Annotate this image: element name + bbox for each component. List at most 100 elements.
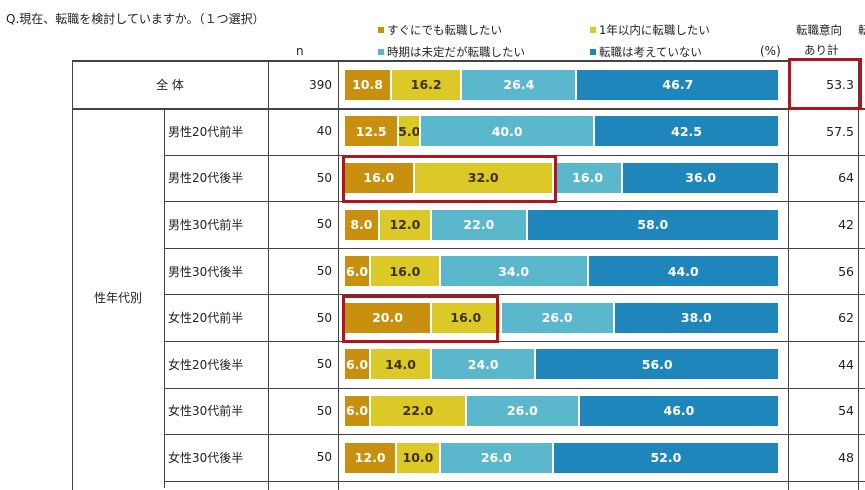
column-divider <box>268 60 269 490</box>
legend-label: 転職は考えていない <box>599 45 702 59</box>
row-label: 女性20代前半 <box>168 311 244 326</box>
n-value: 40 <box>316 124 332 139</box>
total-header-2: あり計 <box>804 43 839 57</box>
legend-item-3: 時期は未定だが転職したい <box>378 44 525 60</box>
extra-header: 転 <box>858 23 865 37</box>
bar-segment-2: 10.0 <box>397 442 441 473</box>
total-value: 62 <box>838 310 854 326</box>
row-label: 全 体 <box>156 78 184 92</box>
total-value: 54 <box>838 403 854 419</box>
row-label: 男性30代前半 <box>168 217 244 232</box>
bar-segment-3: 40.0 <box>421 116 596 147</box>
bar-segment-3: 26.0 <box>501 302 615 333</box>
row-label: 女性20代後半 <box>168 357 244 372</box>
column-divider <box>788 60 789 490</box>
total-value: 56 <box>838 263 854 279</box>
bar-segment-2: 12.0 <box>379 209 432 240</box>
total-value: 44 <box>838 356 854 372</box>
n-value: 50 <box>316 403 332 418</box>
bar-segment-2: 22.0 <box>371 395 467 426</box>
bar-segment-2: 5.0 <box>399 116 422 147</box>
column-divider <box>858 60 859 490</box>
bar-segment-1: 10.8 <box>345 69 392 100</box>
bar-segment-2: 32.0 <box>414 162 554 193</box>
row-divider <box>164 434 865 436</box>
row-label: 女性30代後半 <box>168 450 244 465</box>
bar-segment-3: 24.0 <box>432 349 537 380</box>
row-label: 女性30代前半 <box>168 404 244 419</box>
legend-item-4: 転職は考えていない <box>590 44 702 60</box>
n-value: 50 <box>316 170 332 185</box>
legend-swatch <box>378 49 384 55</box>
table-top-border <box>72 60 788 62</box>
bar-segment-4: 56.0 <box>536 349 780 380</box>
n-value: 50 <box>316 357 332 372</box>
n-value: 50 <box>316 450 332 465</box>
column-divider <box>164 108 165 488</box>
legend-swatch <box>590 49 596 55</box>
bar-segment-3: 34.0 <box>440 256 589 287</box>
n-header: n <box>296 44 304 58</box>
bar-segment-1: 16.0 <box>345 162 415 193</box>
bar-segment-4: 44.0 <box>588 256 780 287</box>
bar-segment-1: 6.0 <box>345 256 372 287</box>
row-divider <box>164 247 865 249</box>
legend-swatch <box>590 27 596 33</box>
highlight-box-male-20s-late <box>342 155 557 203</box>
row-divider <box>164 294 865 296</box>
legend-item-2: 1年以内に転職したい <box>590 22 710 38</box>
legend-label: すぐにでも転職したい <box>387 23 502 37</box>
bar-segment-1: 8.0 <box>345 209 380 240</box>
total-header-1: 転職意向 <box>796 23 842 37</box>
bar-segment-4: 46.7 <box>577 69 781 100</box>
bar-segment-3: 26.0 <box>466 395 580 426</box>
legend-label: 時期は未定だが転職したい <box>387 45 525 59</box>
n-value: 50 <box>316 264 332 279</box>
highlight-box-female-20s-early <box>342 295 499 343</box>
header-row-border <box>72 108 865 110</box>
bar-segment-1: 12.5 <box>345 116 400 147</box>
group-label: 性年代別 <box>93 290 142 305</box>
bar-segment-4: 46.0 <box>579 395 780 426</box>
bar-segment-1: 20.0 <box>345 302 432 333</box>
total-value: 57.5 <box>826 123 854 139</box>
bar-segment-4: 42.5 <box>595 116 780 147</box>
bar-segment-3: 22.0 <box>432 209 528 240</box>
row-label: 男性30代後半 <box>168 264 244 279</box>
bar-segment-2: 16.0 <box>432 302 502 333</box>
n-value: 390 <box>309 77 332 92</box>
row-divider <box>164 341 865 342</box>
row-divider <box>164 480 865 482</box>
column-divider <box>338 60 339 490</box>
row-label: 男性20代後半 <box>168 171 244 186</box>
table-left-border <box>72 60 73 490</box>
bar-segment-1: 6.0 <box>345 349 372 380</box>
total-value: 42 <box>838 216 854 232</box>
total-value: 48 <box>838 449 854 465</box>
highlight-box-total <box>788 58 862 110</box>
bar-segment-2: 14.0 <box>371 349 432 380</box>
bar-segment-4: 52.0 <box>553 442 780 473</box>
legend-item-1: すぐにでも転職したい <box>378 22 502 38</box>
bar-segment-4: 38.0 <box>614 302 780 333</box>
legend-label: 1年以内に転職したい <box>599 23 710 37</box>
total-value: 53.3 <box>826 77 854 92</box>
question-text: Q.現在、転職を検討していますか。（１つ選択） <box>6 12 265 26</box>
legend-swatch <box>378 27 384 33</box>
bar-segment-1: 12.0 <box>345 442 398 473</box>
total-value: 64 <box>838 170 854 186</box>
bar-segment-3: 26.4 <box>462 69 578 100</box>
bar-segment-2: 16.0 <box>371 256 441 287</box>
bar-segment-1: 6.0 <box>345 395 372 426</box>
bar-segment-4: 36.0 <box>623 162 780 193</box>
bar-segment-4: 58.0 <box>527 209 780 240</box>
row-label: 男性20代前半 <box>168 124 244 139</box>
bar-segment-2: 16.2 <box>391 69 463 100</box>
bar-segment-3: 26.0 <box>440 442 554 473</box>
unit-label: (%) <box>760 44 781 58</box>
row-divider <box>164 387 865 389</box>
bar-segment-3: 16.0 <box>553 162 624 193</box>
n-value: 50 <box>316 310 332 325</box>
n-value: 50 <box>316 217 332 232</box>
